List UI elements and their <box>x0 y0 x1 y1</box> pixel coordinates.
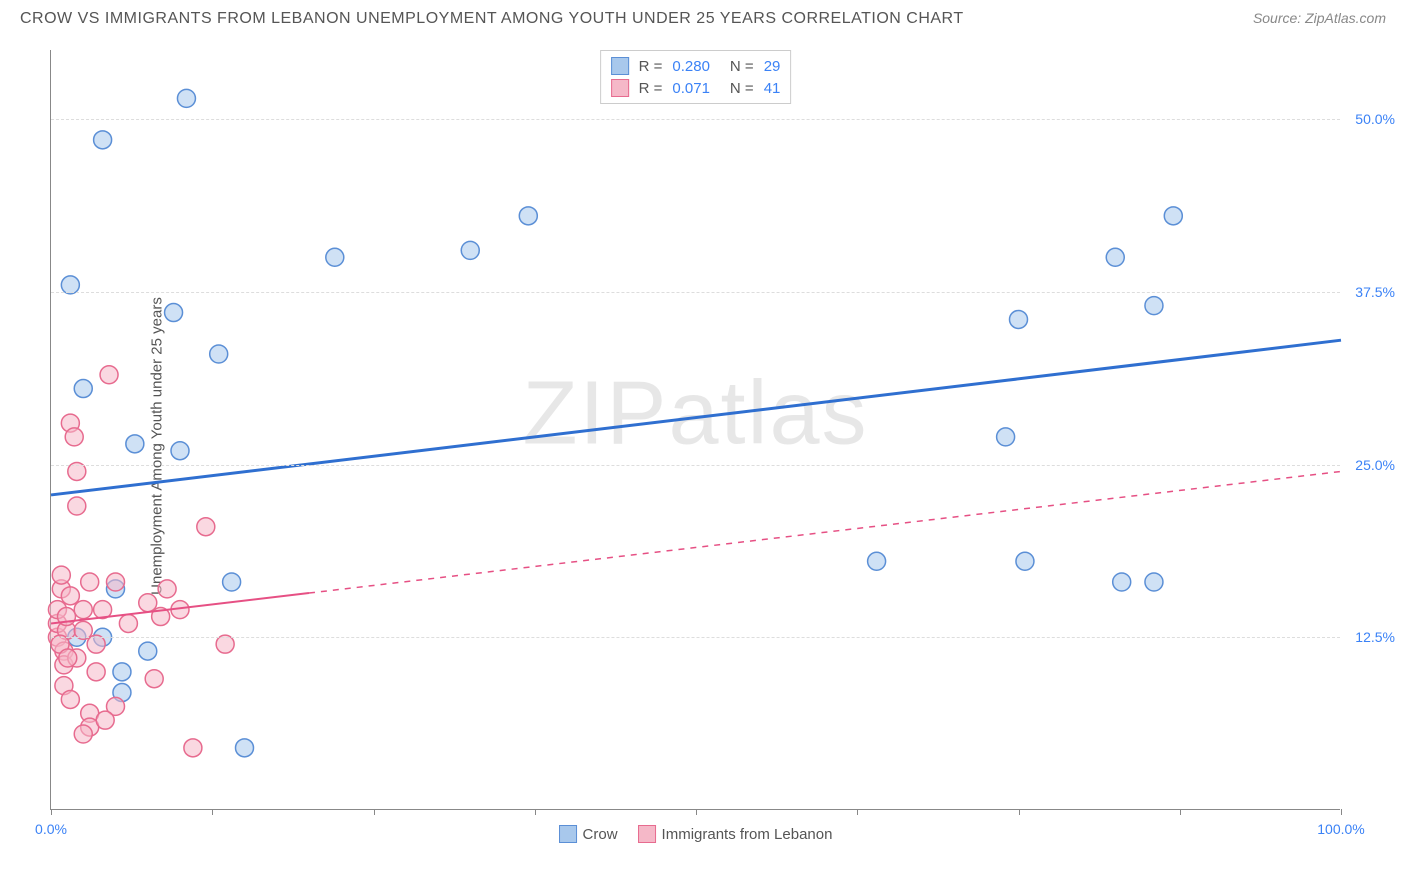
stat-n-value: 29 <box>764 58 781 75</box>
scatter-point <box>68 497 86 515</box>
scatter-point <box>868 552 886 570</box>
scatter-point <box>96 711 114 729</box>
scatter-point <box>52 566 70 584</box>
x-tick <box>51 809 52 815</box>
grid-line <box>51 637 1340 638</box>
legend-item: Crow <box>559 825 618 843</box>
scatter-point <box>519 207 537 225</box>
legend-swatch <box>611 79 629 97</box>
scatter-point <box>139 642 157 660</box>
stats-legend-row: R = 0.280 N = 29 <box>611 55 781 77</box>
stat-r-value: 0.280 <box>672 58 710 75</box>
scatter-point <box>1106 248 1124 266</box>
stats-legend-row: R = 0.071 N = 41 <box>611 77 781 99</box>
y-tick-label: 50.0% <box>1355 111 1395 127</box>
trend-line-dashed <box>309 471 1341 593</box>
x-tick-label: 100.0% <box>1317 821 1364 837</box>
source-label: Source: ZipAtlas.com <box>1253 10 1386 26</box>
scatter-point <box>1010 310 1028 328</box>
scatter-point <box>139 594 157 612</box>
scatter-point <box>184 739 202 757</box>
scatter-point <box>74 725 92 743</box>
legend-label: Immigrants from Lebanon <box>662 826 833 843</box>
plot-svg <box>51 50 1341 810</box>
scatter-point <box>61 587 79 605</box>
stats-legend: R = 0.280 N = 29 R = 0.071 N = 41 <box>600 50 792 104</box>
chart-title: CROW VS IMMIGRANTS FROM LEBANON UNEMPLOY… <box>20 10 964 28</box>
scatter-point <box>74 380 92 398</box>
scatter-point <box>197 518 215 536</box>
scatter-point <box>145 670 163 688</box>
stat-n-label: N = <box>730 80 754 97</box>
scatter-point <box>113 663 131 681</box>
scatter-point <box>61 690 79 708</box>
scatter-point <box>126 435 144 453</box>
grid-line <box>51 292 1340 293</box>
scatter-point <box>119 614 137 632</box>
grid-line <box>51 465 1340 466</box>
scatter-point <box>997 428 1015 446</box>
scatter-point <box>158 580 176 598</box>
stat-n-label: N = <box>730 58 754 75</box>
scatter-point <box>1016 552 1034 570</box>
y-tick-label: 37.5% <box>1355 284 1395 300</box>
legend-swatch <box>638 825 656 843</box>
scatter-point <box>1113 573 1131 591</box>
trend-line <box>51 340 1341 495</box>
scatter-point <box>1145 297 1163 315</box>
legend-item: Immigrants from Lebanon <box>638 825 833 843</box>
scatter-point <box>177 89 195 107</box>
y-tick-label: 12.5% <box>1355 629 1395 645</box>
scatter-point <box>100 366 118 384</box>
scatter-point <box>171 442 189 460</box>
series-legend: Crow Immigrants from Lebanon <box>559 825 833 843</box>
x-tick <box>1180 809 1181 815</box>
x-tick <box>535 809 536 815</box>
scatter-chart: ZIPatlas R =0.280N =29R =0.071N =41 Crow… <box>50 50 1340 810</box>
x-tick-label: 0.0% <box>35 821 67 837</box>
scatter-point <box>87 663 105 681</box>
stat-r-label: R = <box>639 80 663 97</box>
scatter-point <box>107 573 125 591</box>
x-tick <box>857 809 858 815</box>
scatter-point <box>1145 573 1163 591</box>
stat-r-label: R = <box>639 58 663 75</box>
scatter-point <box>74 601 92 619</box>
y-tick-label: 25.0% <box>1355 457 1395 473</box>
scatter-point <box>81 573 99 591</box>
scatter-point <box>1164 207 1182 225</box>
stat-r-value: 0.071 <box>672 80 710 97</box>
x-tick <box>1341 809 1342 815</box>
legend-swatch <box>611 57 629 75</box>
scatter-point <box>94 131 112 149</box>
x-tick <box>696 809 697 815</box>
scatter-point <box>59 649 77 667</box>
scatter-point <box>326 248 344 266</box>
grid-line <box>51 119 1340 120</box>
scatter-point <box>461 241 479 259</box>
scatter-point <box>65 428 83 446</box>
legend-swatch <box>559 825 577 843</box>
scatter-point <box>165 304 183 322</box>
legend-label: Crow <box>583 826 618 843</box>
x-tick <box>374 809 375 815</box>
scatter-point <box>210 345 228 363</box>
scatter-point <box>236 739 254 757</box>
stat-n-value: 41 <box>764 80 781 97</box>
x-tick <box>1019 809 1020 815</box>
scatter-point <box>223 573 241 591</box>
chart-header: CROW VS IMMIGRANTS FROM LEBANON UNEMPLOY… <box>0 0 1406 28</box>
x-tick <box>212 809 213 815</box>
